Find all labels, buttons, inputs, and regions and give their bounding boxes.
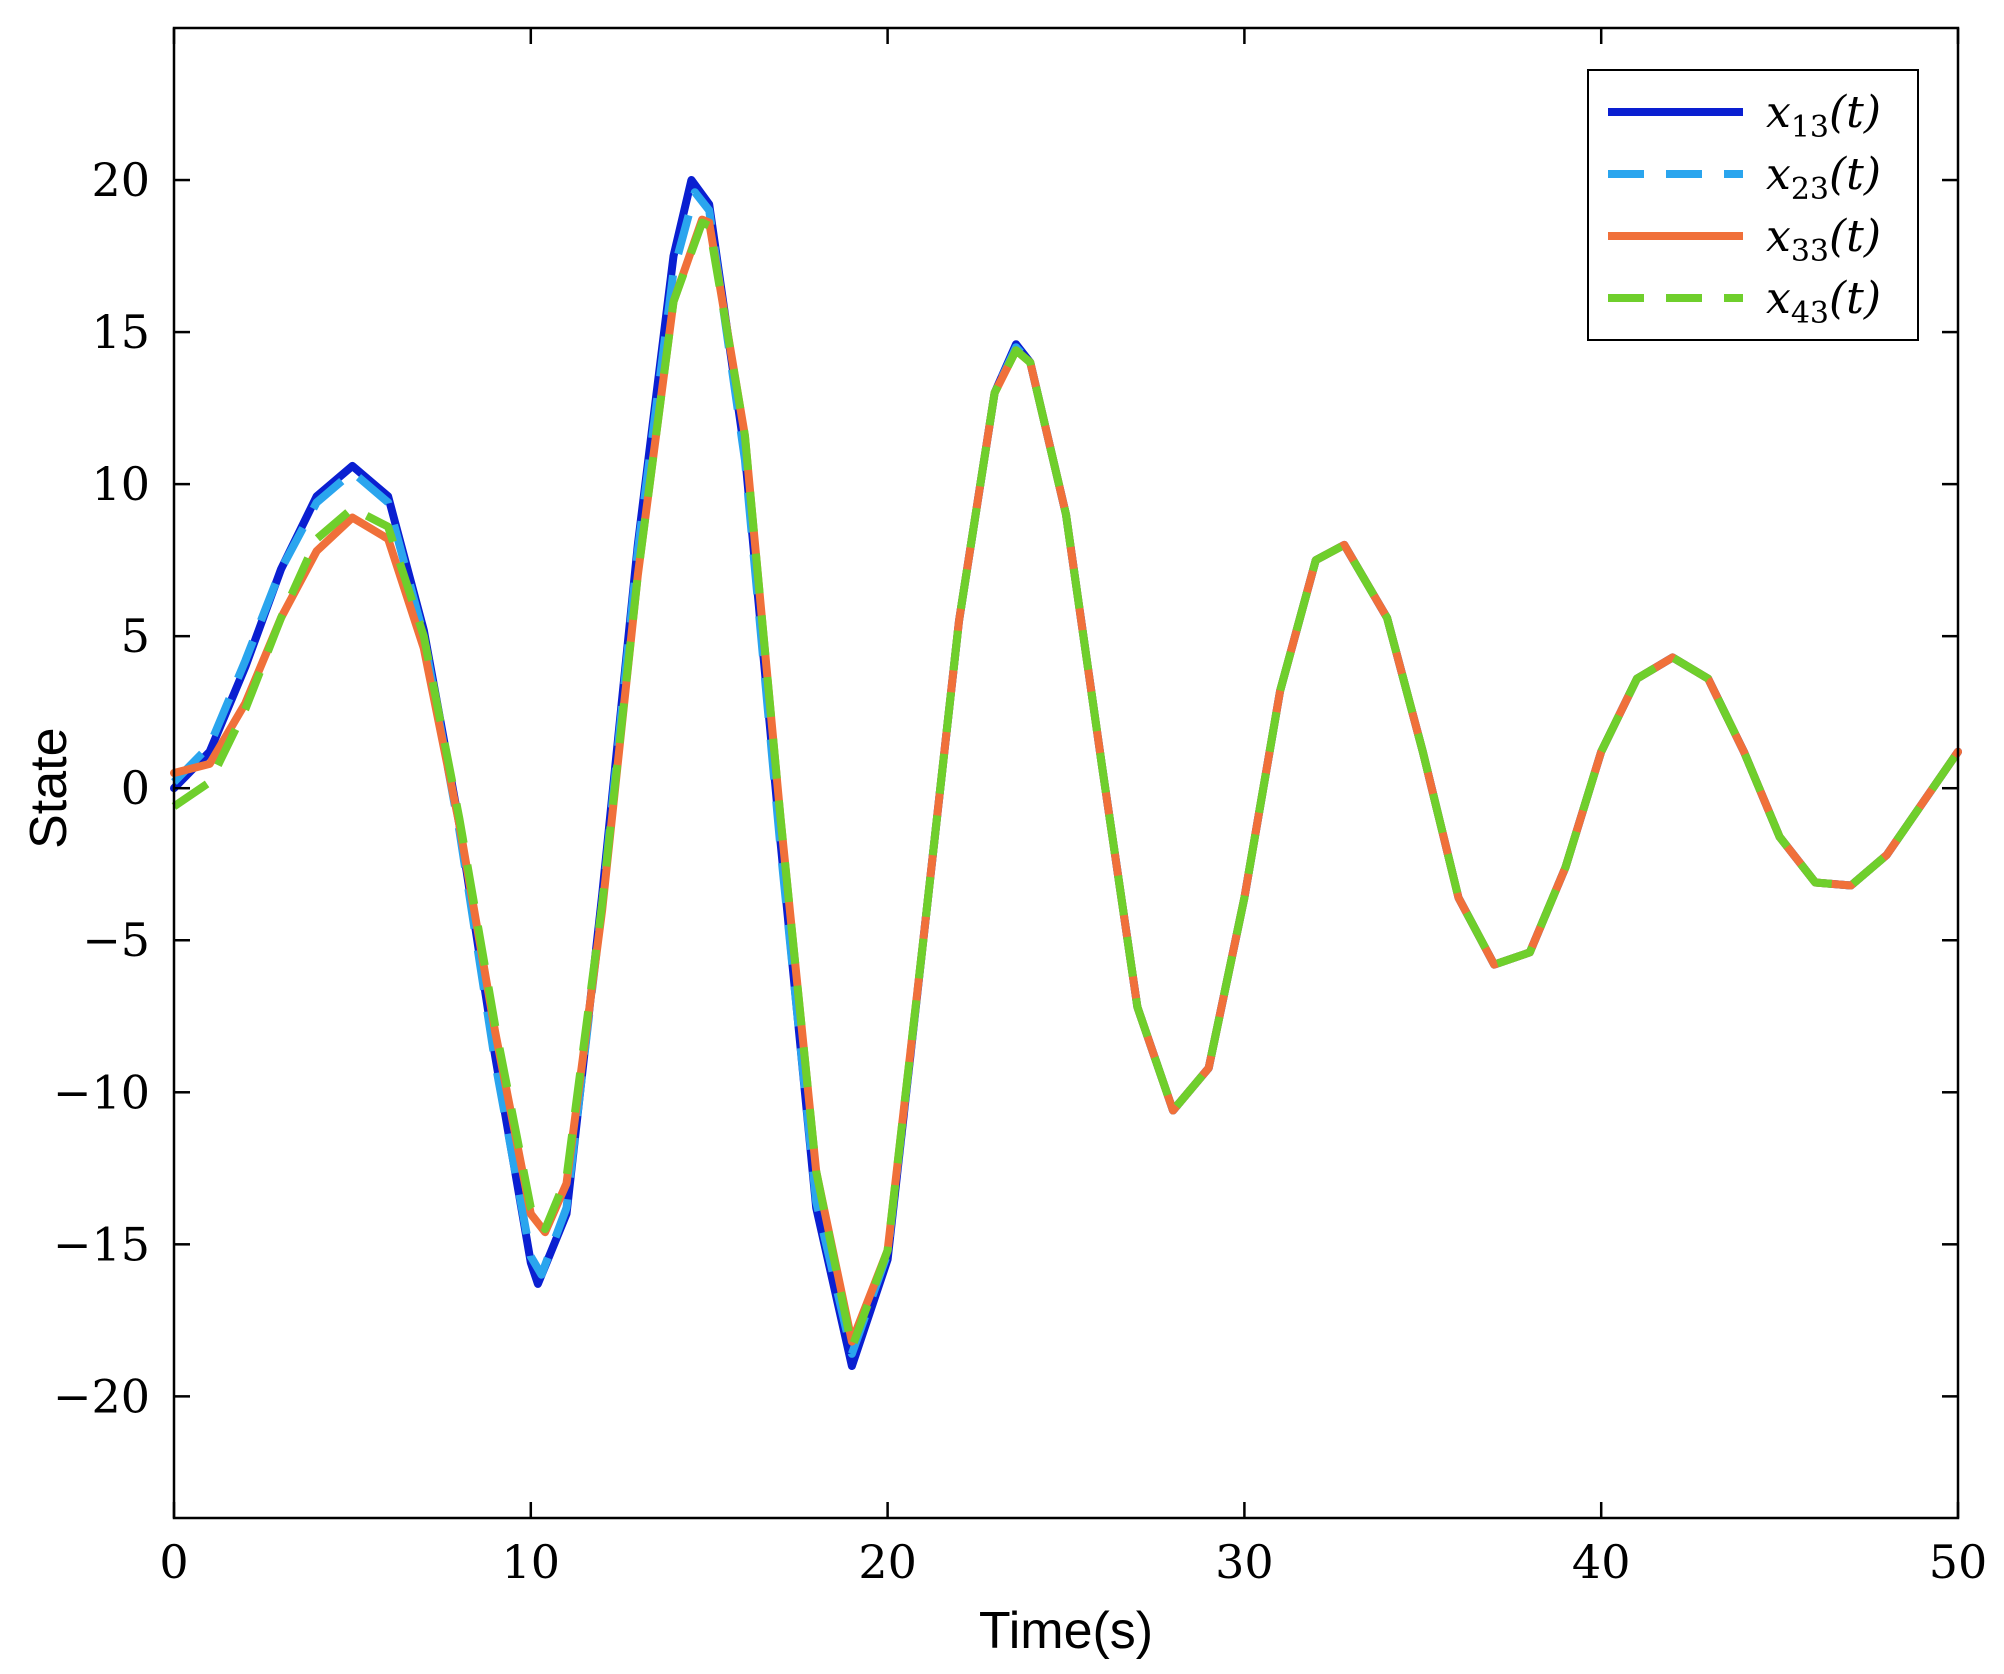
legend-label-subscript: 23 (1791, 172, 1829, 207)
legend-label-subscript: 13 (1791, 110, 1829, 145)
legend-label-tail: (t) (1829, 149, 1881, 200)
plot-area-frame (172, 26, 1960, 1520)
x-tick-label: 20 (858, 1535, 917, 1589)
legend-label-base: x (1766, 87, 1791, 138)
x-tick-label: 40 (1572, 1535, 1631, 1589)
legend-label: x33(t) (1766, 211, 1881, 269)
y-tick-label: 0 (121, 761, 150, 815)
y-tick-label: −20 (53, 1369, 150, 1423)
series-line-43 (171, 218, 1962, 1352)
y-tick-label: −10 (53, 1065, 150, 1119)
legend-label-tail: (t) (1829, 211, 1881, 262)
legend-label: x23(t) (1766, 149, 1881, 207)
series-line-23 (171, 188, 1962, 1358)
legend-label-base: x (1766, 211, 1791, 262)
legend-label: x43(t) (1766, 273, 1881, 331)
plot-series-group (170, 176, 1962, 1370)
legend-label-tail: (t) (1829, 87, 1881, 138)
legend-label-base: x (1766, 273, 1791, 324)
y-tick-label: 5 (121, 609, 150, 663)
y-tick-label: 10 (91, 457, 150, 511)
series-line-13 (170, 176, 1962, 1370)
legend-label-subscript: 43 (1791, 296, 1829, 331)
axis-ticks-group: 0 10 20 30 40 50 −20 −15 −10 −5 0 5 10 15 20 (53, 28, 1987, 1589)
y-tick-label: 15 (91, 305, 150, 359)
y-axis-title: State (20, 727, 78, 848)
x-axis-title: Time(s) (979, 1602, 1153, 1660)
y-tick-label: −5 (82, 913, 150, 967)
legend-label-base: x (1766, 149, 1791, 200)
legend-label: x13(t) (1766, 87, 1881, 145)
y-tick-label: −15 (53, 1217, 150, 1271)
y-tick-label: 20 (91, 153, 150, 207)
x-tick-label: 30 (1215, 1535, 1274, 1589)
legend-label-subscript: 33 (1791, 234, 1829, 269)
series-line-33 (170, 215, 1962, 1346)
x-tick-label: 10 (502, 1535, 561, 1589)
legend: x13(t)x23(t)x33(t)x43(t) (1587, 69, 1919, 341)
legend-label-tail: (t) (1829, 273, 1881, 324)
x-tick-label: 50 (1929, 1535, 1988, 1589)
x-tick-label: 0 (159, 1535, 188, 1589)
